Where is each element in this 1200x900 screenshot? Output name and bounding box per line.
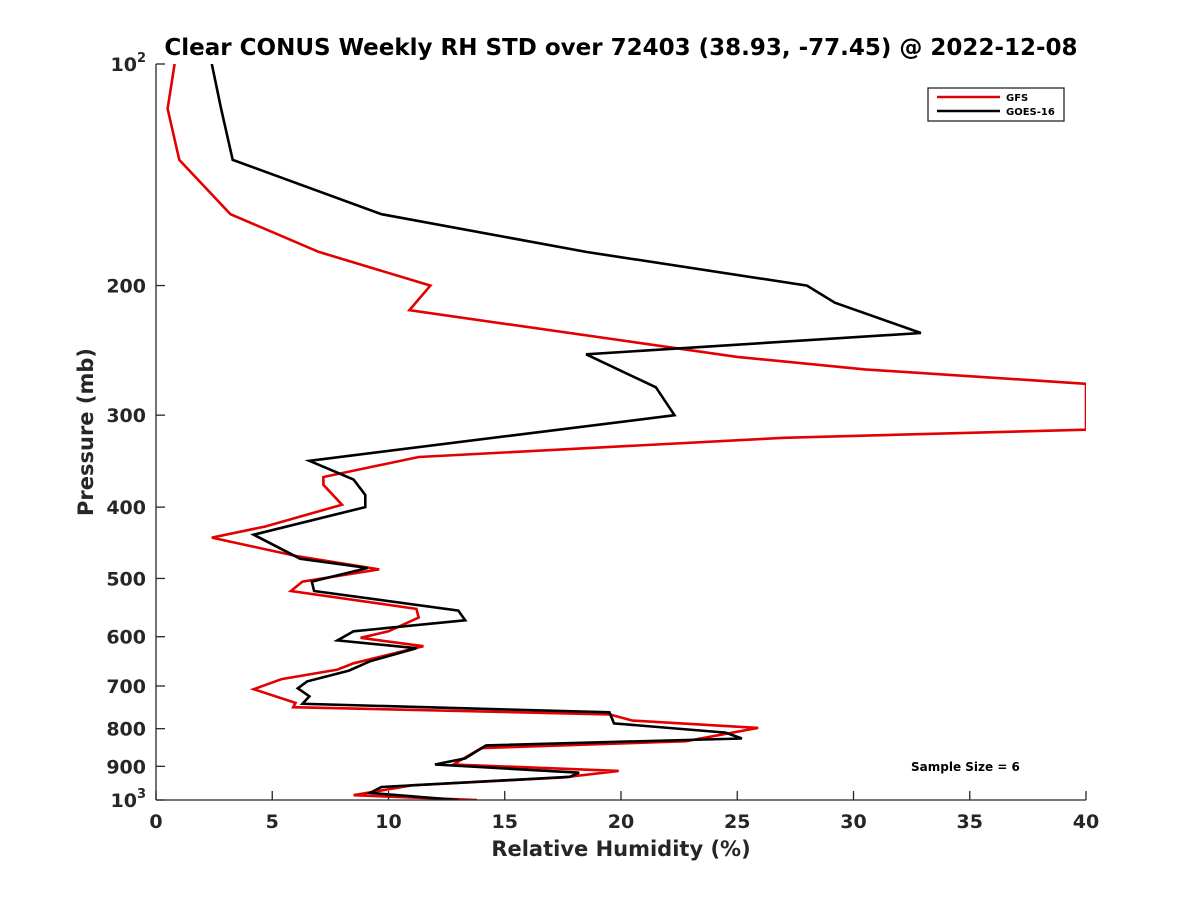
x-axis-label: Relative Humidity (%) (491, 837, 750, 861)
y-tick-label: 200 (106, 276, 146, 298)
series-line-goes-16 (210, 64, 922, 800)
series-layer (166, 64, 1086, 800)
y-tick-label: 900 (106, 756, 146, 778)
x-tick-label: 10 (375, 811, 401, 833)
y-axis-label: Pressure (mb) (74, 348, 98, 516)
y-tick-label: 600 (106, 627, 146, 649)
legend-label-goes16: GOES-16 (1006, 107, 1055, 118)
y-ticks: 102 200 300 400 500 600 700 800 900 103 (106, 51, 165, 812)
plot-area: 0 5 10 15 20 25 30 35 40 102 200 300 400 500 600 700 80… (106, 51, 1099, 833)
series-line-gfs (166, 64, 1086, 800)
legend-label-gfs: GFS (1006, 93, 1028, 104)
x-tick-label: 15 (492, 811, 518, 833)
sample-size-annotation: Sample Size = 6 (911, 760, 1020, 774)
y-tick-label: 700 (106, 676, 146, 698)
x-tick-label: 40 (1073, 811, 1099, 833)
x-tick-label: 35 (957, 811, 983, 833)
x-tick-label: 0 (149, 811, 162, 833)
x-tick-label: 20 (608, 811, 634, 833)
axes-background (156, 64, 1086, 800)
y-tick-label: 400 (106, 497, 146, 519)
x-tick-label: 5 (266, 811, 279, 833)
x-tick-label: 30 (840, 811, 866, 833)
legend-box (927, 87, 1065, 122)
x-tick-label: 25 (724, 811, 750, 833)
chart-title: Clear CONUS Weekly RH STD over 72403 (38… (164, 35, 1077, 61)
y-tick-label: 800 (106, 719, 146, 741)
legend: GFS GOES-16 (927, 87, 1065, 122)
y-tick-label: 102 (111, 51, 147, 76)
y-tick-label: 300 (106, 405, 146, 427)
x-ticks: 0 5 10 15 20 25 30 35 40 (149, 791, 1099, 833)
y-tick-label: 103 (111, 787, 147, 812)
y-tick-label: 500 (106, 568, 146, 590)
